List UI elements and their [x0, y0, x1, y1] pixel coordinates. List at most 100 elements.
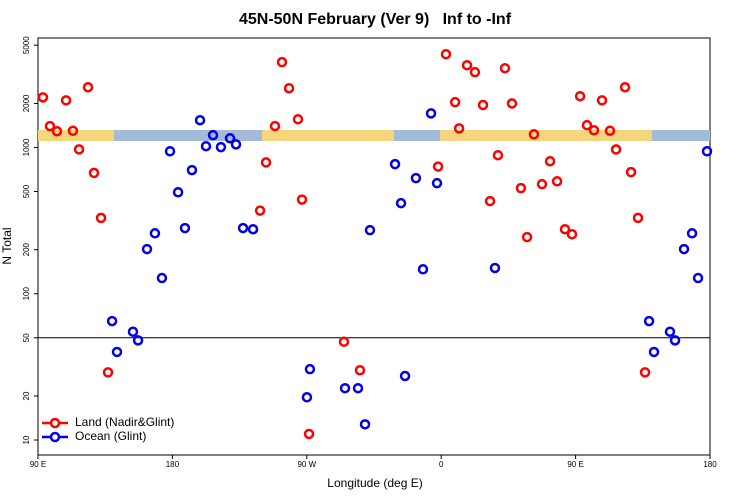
point	[477, 99, 489, 111]
point	[364, 224, 376, 236]
x-tick-label: 180	[703, 460, 717, 469]
point	[95, 212, 107, 224]
point	[179, 222, 191, 234]
point	[559, 223, 571, 235]
point	[224, 133, 236, 144]
point	[230, 139, 242, 150]
land-strip	[38, 130, 114, 141]
point	[73, 144, 85, 155]
point	[389, 158, 401, 170]
x-tick-label: 90 W	[297, 460, 316, 469]
point	[60, 95, 72, 106]
point	[141, 243, 153, 255]
point	[648, 346, 660, 358]
point	[156, 272, 168, 284]
point	[111, 346, 123, 358]
point	[604, 125, 616, 137]
point	[132, 335, 144, 346]
point	[581, 119, 593, 131]
y-tick-label: 20	[22, 391, 31, 400]
point	[678, 243, 690, 255]
point	[499, 62, 511, 74]
point	[149, 228, 161, 239]
point	[67, 125, 79, 137]
point	[551, 176, 563, 187]
point	[359, 419, 371, 430]
x-tick-label: 90 E	[30, 460, 46, 469]
point	[515, 182, 527, 194]
y-tick-label: 1000	[22, 138, 31, 156]
point	[303, 428, 315, 440]
point	[215, 141, 227, 153]
point	[194, 114, 206, 126]
point	[425, 108, 437, 119]
point	[461, 59, 473, 71]
point	[544, 155, 556, 167]
y-tick-label: 50	[22, 333, 31, 342]
point	[440, 48, 452, 60]
point	[596, 95, 608, 106]
point	[44, 120, 56, 132]
point	[521, 231, 533, 243]
plot-frame	[37, 37, 711, 456]
point	[304, 363, 316, 375]
point	[469, 66, 481, 78]
point	[588, 125, 600, 136]
point	[506, 98, 518, 109]
point	[276, 56, 288, 68]
point	[410, 172, 422, 184]
x-tick-label: 0	[439, 460, 444, 469]
point	[639, 367, 651, 378]
point	[431, 177, 443, 189]
point	[417, 264, 429, 275]
legend-label: Ocean (Glint)	[75, 429, 146, 443]
point	[492, 149, 504, 161]
point	[283, 82, 295, 94]
point	[37, 92, 49, 103]
legend-marker	[49, 417, 61, 429]
point	[449, 96, 461, 108]
point	[484, 195, 496, 207]
point	[254, 205, 266, 216]
chart-title: 45N-50N February (Ver 9) Inf to -Inf	[239, 11, 512, 28]
point	[664, 326, 676, 337]
point	[207, 129, 219, 141]
point	[292, 113, 304, 125]
y-tick-label: 500	[22, 184, 31, 198]
point	[200, 140, 212, 152]
x-axis-title: Longitude (deg E)	[327, 476, 422, 490]
legend-marker	[49, 431, 61, 443]
y-tick-label: 2000	[22, 94, 31, 112]
point	[619, 81, 631, 93]
point	[301, 392, 313, 403]
point	[172, 187, 184, 198]
point	[432, 161, 444, 172]
point	[528, 129, 540, 140]
point	[574, 90, 586, 102]
point	[352, 382, 364, 394]
x-tick-label: 90 E	[567, 460, 583, 469]
point	[296, 194, 308, 205]
point	[88, 167, 100, 179]
point	[106, 315, 118, 327]
point	[453, 123, 465, 134]
y-tick-label: 5000	[22, 36, 31, 54]
point	[701, 145, 713, 157]
point	[395, 197, 407, 209]
point	[51, 126, 63, 137]
y-axis-title: N Total	[0, 227, 14, 264]
point	[260, 157, 272, 168]
point	[338, 336, 350, 347]
y-tick-label: 200	[22, 242, 31, 256]
land-strip	[440, 130, 652, 141]
land-ocean-strip	[38, 130, 710, 141]
point	[164, 145, 176, 157]
point	[566, 229, 578, 240]
point	[237, 222, 249, 234]
point	[489, 262, 501, 274]
point	[692, 272, 704, 284]
x-tick-label: 180	[166, 460, 180, 469]
point	[669, 335, 681, 346]
point	[102, 367, 114, 378]
